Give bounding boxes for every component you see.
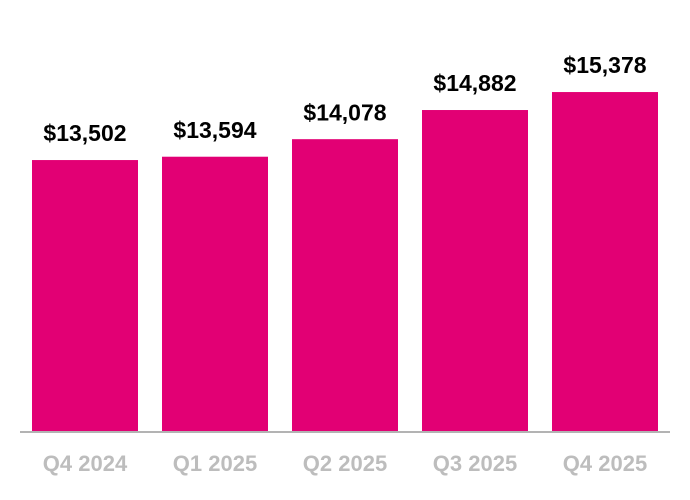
bar bbox=[292, 139, 398, 433]
bar bbox=[422, 110, 528, 432]
value-label: $13,594 bbox=[173, 117, 256, 143]
bar bbox=[162, 156, 268, 432]
value-label: $15,378 bbox=[563, 52, 646, 78]
bar bbox=[552, 92, 658, 433]
x-tick-label: Q1 2025 bbox=[173, 451, 257, 476]
x-tick-label: Q2 2025 bbox=[303, 451, 387, 476]
value-label: $13,502 bbox=[43, 120, 126, 146]
bar bbox=[32, 160, 138, 433]
x-tick-label: Q3 2025 bbox=[433, 451, 517, 476]
x-tick-label: Q4 2024 bbox=[43, 451, 128, 476]
x-tick-label: Q4 2025 bbox=[563, 451, 647, 476]
value-label: $14,882 bbox=[433, 70, 516, 96]
value-label: $14,078 bbox=[303, 99, 386, 125]
